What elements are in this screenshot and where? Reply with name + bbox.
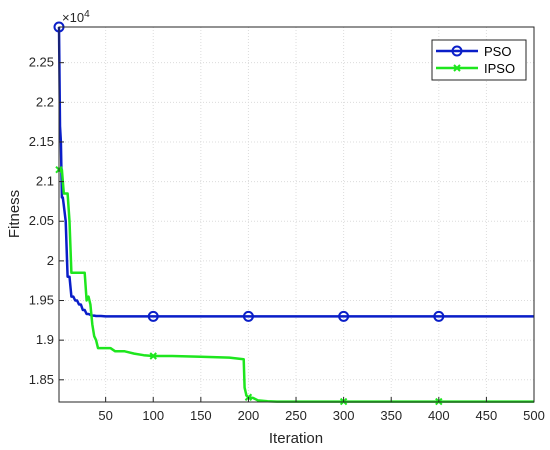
plot-series bbox=[53, 21, 534, 406]
x-tick-label: 500 bbox=[523, 408, 545, 423]
x-tick-label: 450 bbox=[476, 408, 498, 423]
x-tick-label: 250 bbox=[285, 408, 307, 423]
y-tick-label: 2.15 bbox=[29, 134, 54, 149]
legend: PSO IPSO bbox=[431, 39, 527, 81]
legend-label-pso: PSO bbox=[484, 44, 511, 59]
axis-ticks: 50 100 150 200 250 300 350 400 450 500 1.85 1.9 1.95… bbox=[29, 55, 545, 423]
y-exponent-label: ×104 bbox=[62, 9, 90, 25]
data-point-pso bbox=[433, 310, 445, 322]
legend-marker-ipso bbox=[453, 64, 461, 72]
x-axis-label: Iteration bbox=[269, 430, 323, 447]
y-tick-label: 1.85 bbox=[29, 372, 54, 387]
legend-label-ipso: IPSO bbox=[484, 61, 515, 76]
legend-marker-pso bbox=[451, 45, 463, 57]
legend-box bbox=[431, 39, 527, 81]
data-point-pso bbox=[338, 310, 350, 322]
y-tick-label: 2.25 bbox=[29, 55, 54, 70]
y-axis-label: Fitness bbox=[6, 190, 23, 238]
y-tick-label: 2.1 bbox=[36, 174, 54, 189]
data-point-pso bbox=[242, 310, 254, 322]
y-tick-label: 1.9 bbox=[36, 332, 54, 347]
y-tick-label: 2.05 bbox=[29, 213, 54, 228]
data-point-ipso bbox=[149, 352, 157, 360]
x-tick-label: 150 bbox=[190, 408, 212, 423]
y-tick-label: 1.95 bbox=[29, 293, 54, 308]
series-line-pso bbox=[57, 26, 534, 318]
x-tick-label: 400 bbox=[428, 408, 450, 423]
x-tick-label: 100 bbox=[142, 408, 164, 423]
y-tick-label: 2 bbox=[47, 253, 54, 268]
y-tick-label: 2.2 bbox=[36, 94, 54, 109]
x-tick-label: 300 bbox=[333, 408, 355, 423]
grid bbox=[59, 27, 535, 402]
data-point-pso bbox=[147, 310, 159, 322]
x-tick-label: 200 bbox=[238, 408, 260, 423]
x-tick-label: 50 bbox=[98, 408, 112, 423]
x-tick-label: 350 bbox=[380, 408, 402, 423]
